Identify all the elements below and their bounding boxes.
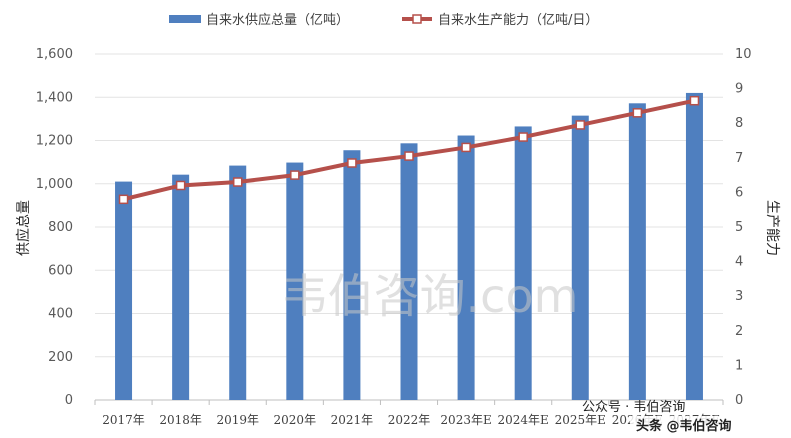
legend: 自来水供应总量（亿吨） 自来水生产能力（亿吨/日） [169,12,598,28]
x-tick-label: 2023年E [440,413,491,427]
bar [286,162,304,400]
right-tick-label: 3 [735,289,743,304]
x-tick-label: 2024年E [498,413,549,427]
bar-series [115,92,703,401]
left-tick-label: 600 [48,263,73,278]
right-tick-label: 9 [735,82,743,97]
bar [685,92,703,401]
legend-bar-label: 自来水供应总量（亿吨） [206,12,349,28]
left-axis-title: 供应总量 [15,200,32,256]
left-tick-label: 1,600 [36,47,73,62]
right-tick-label: 10 [735,47,752,62]
bar [628,103,646,401]
bar [400,143,418,400]
bar [571,115,589,400]
legend-line-label: 自来水生产能力（亿吨/日） [438,13,598,28]
wechat-credit: 公众号 · 韦伯咨询 [582,400,685,415]
bar [343,150,361,400]
right-tick-label: 4 [735,255,743,270]
line-point [347,158,357,168]
line-series [118,95,700,205]
x-tick-label: 2019年 [216,413,259,427]
bar [115,181,133,400]
left-tick-label: 800 [48,220,73,235]
footer-credits: 公众号 · 韦伯咨询 头条 @韦伯咨询 [582,400,788,434]
right-tick-label: 0 [735,393,743,408]
right-tick-label: 2 [735,324,743,339]
x-tick-label: 2020年 [274,413,317,427]
right-axis-ticks: 0 1 2 3 4 5 6 7 8 9 10 [735,47,752,408]
line-point [175,180,186,191]
x-tick-label: 2025年E [555,413,606,427]
legend-bar-swatch [169,15,201,23]
left-tick-label: 400 [48,307,73,322]
right-tick-label: 6 [735,185,743,200]
left-axis-ticks: 0 200 400 600 800 1,000 1,200 1,400 1,600 [36,47,73,408]
watermark: 韦伯咨询.com [282,269,579,323]
line-point [232,177,243,187]
right-tick-label: 1 [735,358,743,373]
right-axis-title: 生产能力 [764,200,780,256]
bar [172,174,190,400]
left-tick-label: 1,400 [36,90,73,105]
left-tick-label: 200 [48,350,73,365]
x-tick-label: 2022年 [388,413,431,427]
line-point [118,194,129,205]
bar [229,165,247,400]
right-tick-label: 8 [735,116,743,131]
bar [514,126,532,400]
bar [457,135,475,400]
x-tick-label: 2021年 [331,413,374,427]
toutiao-credit: 头条 @韦伯咨询 [636,418,732,434]
x-tick-label: 2017年 [102,413,145,427]
line-point [404,151,414,161]
left-tick-label: 1,200 [36,134,73,149]
right-tick-label: 5 [735,220,743,235]
left-tick-label: 1,000 [36,177,73,192]
line-point [290,170,300,180]
legend-line-marker [412,14,422,24]
left-tick-label: 0 [65,393,73,408]
credit-backdrop [630,416,788,434]
line-point [518,132,528,142]
line-point [689,95,700,106]
line-point [575,120,586,130]
line-point [632,108,643,118]
right-tick-label: 7 [735,151,743,166]
x-tick-label: 2018年 [159,413,202,427]
line-point [461,142,471,153]
